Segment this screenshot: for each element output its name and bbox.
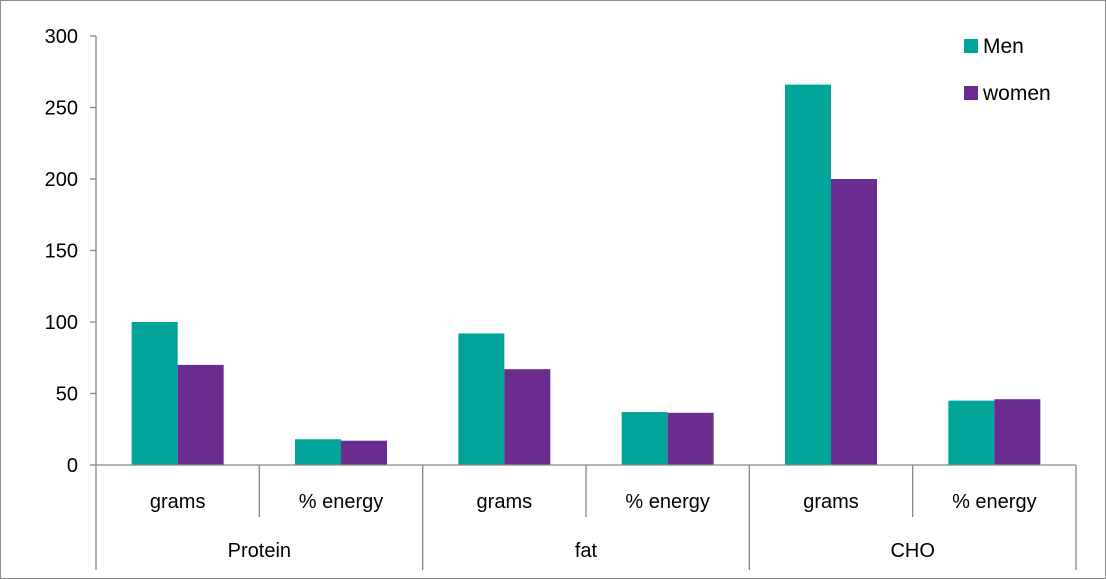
legend-label-women: women [982, 82, 1051, 105]
x-group-label: Protein [228, 540, 291, 562]
legend-swatch-women [964, 86, 978, 100]
y-axis-ticks: 0 50 100 150 200 250 300 [45, 26, 96, 477]
bar-men-3 [458, 333, 505, 465]
bar-women-5 [831, 179, 877, 465]
bar-men-4 [621, 412, 668, 465]
y-tick-label: 200 [45, 169, 78, 191]
x-category-label: grams [150, 491, 206, 513]
x-group-label: CHO [890, 540, 934, 562]
y-tick-label: 150 [45, 241, 78, 263]
legend-swatch-men [964, 39, 978, 53]
x-category-label: % energy [299, 491, 384, 513]
bar-women-4 [667, 412, 714, 465]
bar-women-6 [994, 399, 1041, 465]
y-tick-label: 100 [45, 312, 78, 334]
x-category-label: grams [803, 491, 859, 513]
bar-men-2 [295, 439, 341, 465]
bar-men-5 [785, 84, 831, 466]
bar-men-6 [948, 400, 995, 465]
legend-label-men: Men [983, 35, 1024, 58]
x-category-label: % energy [952, 491, 1037, 513]
axes [95, 36, 1077, 570]
y-tick-label: 0 [67, 455, 78, 477]
x-axis-labels: grams % energy grams % energy grams % energy P… [150, 491, 1037, 562]
y-tick-label: 300 [45, 26, 78, 48]
x-category-label: grams [477, 491, 533, 513]
y-tick-label: 50 [56, 384, 78, 406]
bar-women-2 [341, 440, 387, 465]
bars [131, 84, 1041, 466]
bar-men-1 [131, 322, 178, 465]
y-tick-label: 250 [45, 98, 78, 120]
bar-women-3 [504, 369, 551, 465]
x-category-label: % energy [625, 491, 710, 513]
bar-women-1 [177, 364, 224, 465]
x-group-label: fat [575, 540, 598, 562]
legend: Men women [964, 35, 1051, 105]
